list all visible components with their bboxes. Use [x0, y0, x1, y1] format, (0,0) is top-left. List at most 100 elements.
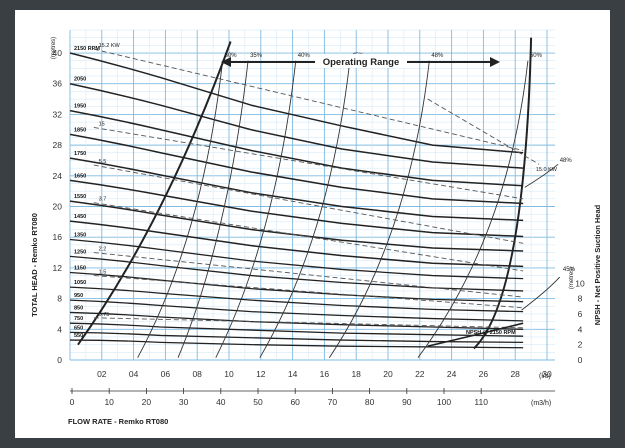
power-line	[93, 48, 524, 151]
efficiency-curve	[417, 60, 529, 358]
efficiency-curve	[215, 60, 297, 358]
head-curve	[69, 109, 524, 187]
efficiency-label: 45%	[563, 267, 576, 273]
x-tick-label-m3h: 40	[216, 397, 226, 407]
head-curve	[69, 82, 524, 169]
bottom-axis-title: FLOW RATE - Remko RT080	[68, 417, 168, 426]
rpm-label: 1950	[74, 104, 86, 110]
x-tick-label-m3h: 10	[104, 397, 114, 407]
power-line	[93, 164, 524, 244]
y-right-tick-label: 6	[578, 309, 583, 319]
chart-frame: 0 4 8 12 16 20 24 28 32 36 40 0 2 4 6 8 10 02 04 06 08 10 12 14…	[15, 10, 610, 438]
power-label: 15.2 KW	[99, 43, 121, 49]
head-curve	[69, 311, 524, 330]
head-curve	[69, 179, 524, 238]
power-label: 0.75	[99, 312, 110, 318]
x-tick-label-m3h: 60	[290, 397, 300, 407]
head-curve	[69, 255, 524, 292]
head-curve	[69, 238, 524, 280]
rpm-label: 850	[74, 305, 83, 311]
x-tick-label-m3h: 90	[402, 397, 412, 407]
rpm-label: 1750	[74, 151, 86, 157]
x-tick-label-ls: 16	[320, 369, 330, 379]
power-line	[93, 127, 524, 200]
rpm-label: 2150 RPM	[74, 46, 100, 52]
y-tick-label: 36	[53, 79, 63, 89]
x-tick-label-ls: 06	[161, 369, 171, 379]
head-curve	[69, 271, 524, 303]
x-tick-label-m3h: 50	[253, 397, 263, 407]
x-tick-label-ls: 08	[192, 369, 202, 379]
rpm-label: 950	[74, 293, 83, 299]
efficiency-label: 48%	[560, 158, 573, 164]
efficiency-curve	[137, 60, 224, 358]
efficiency-label: 30%	[225, 53, 238, 59]
operating-range-label: Operating Range	[323, 57, 400, 68]
x-tick-label-m3h: 30	[179, 397, 189, 407]
x-tick-label-ls: 30	[542, 369, 552, 379]
head-curve	[69, 286, 524, 313]
rpm-label: 1550	[74, 194, 86, 200]
efficiency-curve	[524, 163, 559, 188]
x-tick-label-m3h: 110	[474, 397, 488, 407]
operating-range-arrow: Operating Range	[221, 54, 500, 68]
head-curve	[69, 331, 524, 343]
x-tick-label-ls: 26	[479, 369, 489, 379]
efficiency-curve	[259, 60, 351, 358]
y-tick-label: 20	[53, 202, 63, 212]
x-tick-label-ls: 10	[224, 369, 234, 379]
left-axis-title: TOTAL HEAD - Remko RT080	[30, 213, 39, 317]
curves-layer	[69, 37, 561, 358]
y-tick-label: 40	[53, 48, 63, 58]
head-curve	[69, 52, 524, 154]
x-tick-label-ls: 12	[256, 369, 266, 379]
chart-grid	[69, 29, 555, 394]
x-tick-label-ls: 22	[415, 369, 425, 379]
efficiency-label: 35%	[250, 53, 263, 59]
x-tick-label-m3h: 20	[142, 397, 152, 407]
power-label: 15	[99, 121, 105, 127]
head-curve	[69, 157, 524, 222]
head-curve	[69, 299, 524, 322]
efficiency-curve	[328, 60, 430, 358]
power-label: 5.5	[99, 159, 107, 165]
y-tick-label: 24	[53, 171, 63, 181]
rpm-label: 1850	[74, 127, 86, 133]
y-right-tick-label: 4	[578, 324, 583, 334]
head-curve	[69, 133, 524, 205]
power-line	[427, 98, 540, 165]
rpm-label: 1150	[74, 266, 86, 272]
efficiency-label: 40%	[298, 53, 311, 59]
x-unit-m3h-label: (m3/h)	[531, 400, 551, 407]
y-tick-label: 32	[53, 109, 63, 119]
y-unit-right-label: (metres)	[569, 267, 575, 289]
y-right-tick-label: 10	[575, 278, 585, 288]
efficiency-label: 50%	[530, 53, 543, 59]
y-right-tick-label: 8	[578, 294, 583, 304]
rpm-label: 550	[74, 333, 83, 339]
npsh-curve	[427, 322, 524, 347]
efficiency-label: 48%	[431, 53, 444, 59]
y-tick-label: 8	[57, 294, 62, 304]
x-tick-label-m3h: 100	[437, 397, 451, 407]
x-unit-ls-label: (l/s)	[539, 373, 551, 380]
operating-boundary-left	[77, 41, 232, 346]
x-tick-label-ls: 24	[447, 369, 457, 379]
right-axis-title: NPSH - Net Positive Suction Head	[593, 204, 602, 325]
head-curve	[69, 339, 524, 349]
power-label: 1.5	[99, 270, 107, 276]
efficiency-curve	[521, 276, 561, 311]
y-tick-label: 12	[53, 263, 63, 273]
x-tick-label-ls: 04	[129, 369, 139, 379]
x-tick-label-ls: 18	[351, 369, 361, 379]
y-right-tick-label: 2	[578, 340, 583, 350]
power-label: 3.7	[99, 197, 107, 203]
rpm-label: 1450	[74, 214, 86, 220]
y-tick-label: 28	[53, 140, 63, 150]
power-label: 15.0 KW	[536, 167, 558, 173]
x-tick-label-ls: 02	[97, 369, 107, 379]
y-tick-label: 16	[53, 232, 63, 242]
x-tick-label-m3h: 70	[328, 397, 338, 407]
